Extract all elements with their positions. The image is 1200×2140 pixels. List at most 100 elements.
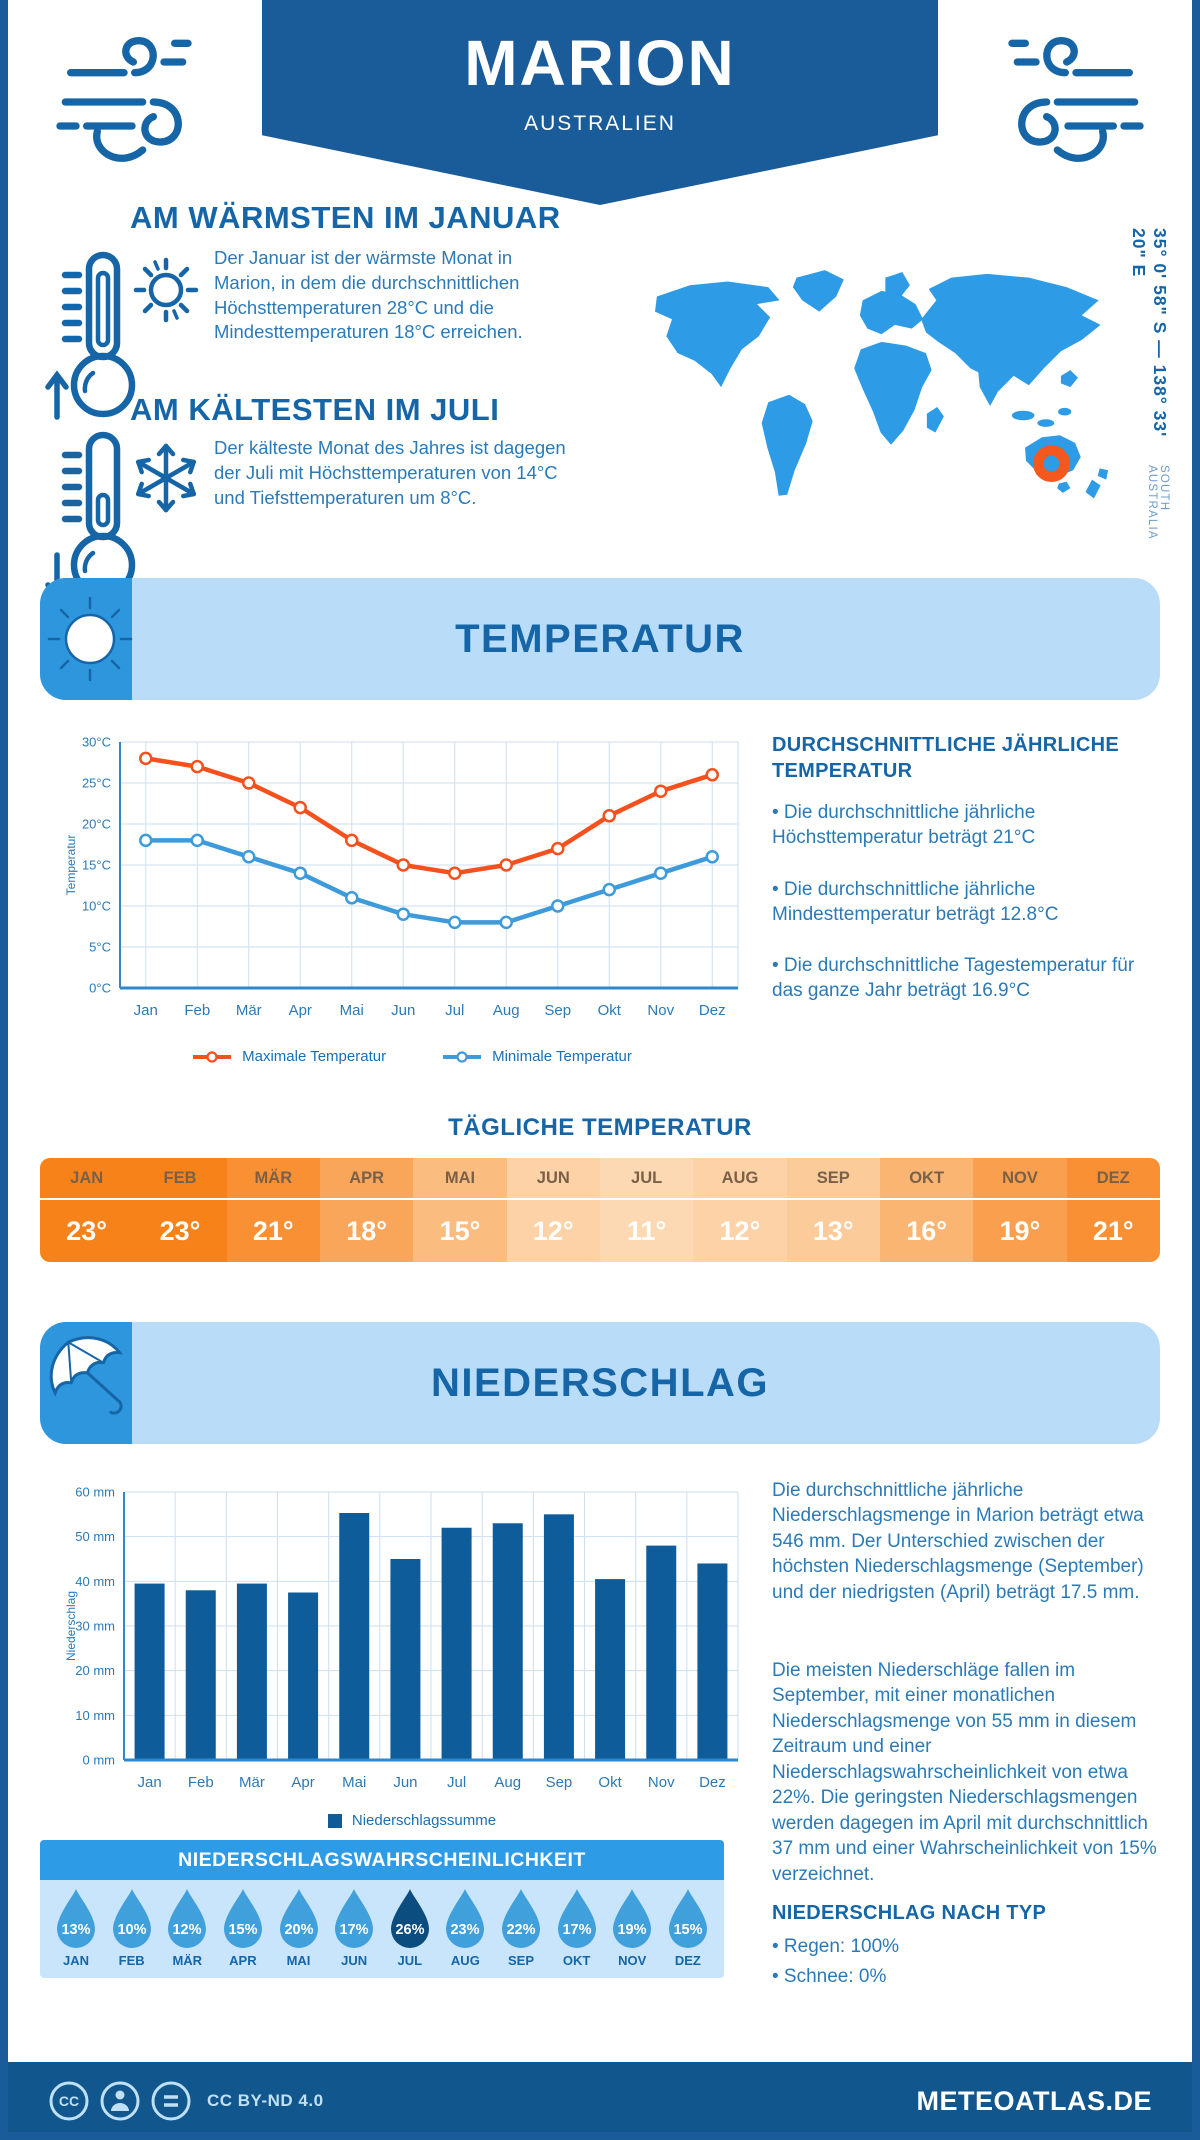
bullet-max-temp: • Die durchschnittliche jährliche Höchst… (772, 802, 1036, 849)
wind-icon (52, 22, 212, 187)
precipitation-paragraph-1: Die durchschnittliche jährliche Niedersc… (772, 1480, 1144, 1603)
month-column: MAI 15° (413, 1158, 507, 1262)
svg-text:Aug: Aug (494, 1774, 521, 1791)
month-temperature-value: 12° (719, 1215, 761, 1246)
coordinates-text: 35° 0' 58" S — 138° 33' 20" E (1129, 228, 1170, 438)
precipitation-chart-legend: Niederschlagssumme (62, 1812, 762, 1829)
svg-text:20%: 20% (284, 1922, 313, 1938)
month-label: OKT (879, 1158, 974, 1200)
license-text: CC BY-ND 4.0 (207, 2091, 324, 2110)
svg-text:15%: 15% (673, 1922, 702, 1938)
droplet-icon: 20% (279, 1889, 318, 1948)
legend-item: Niederschlagssumme (327, 1812, 496, 1829)
droplet-icon: 13% (57, 1889, 95, 1948)
month-temperature-value: 13° (812, 1215, 854, 1246)
warmest-text: Der Januar ist der wärmste Monat in Mari… (214, 247, 523, 343)
svg-text:15%: 15% (228, 1922, 257, 1938)
month-column: JAN 23° (40, 1158, 134, 1262)
svg-text:Jun: Jun (391, 1002, 415, 1019)
svg-text:10 mm: 10 mm (75, 1708, 115, 1723)
probability-droplet: 19% NOV (606, 1888, 658, 1968)
svg-text:Okt: Okt (598, 1002, 622, 1019)
svg-text:10°C: 10°C (82, 899, 111, 914)
bullet-day-temp: • Die durchschnittliche Tagestemperatur … (772, 955, 1135, 1002)
droplet-icon: 19% (613, 1889, 652, 1948)
site-name: METEOATLAS.DE (916, 2085, 1152, 2116)
svg-text:Nov: Nov (648, 1774, 675, 1791)
svg-text:60 mm: 60 mm (75, 1485, 115, 1500)
month-temperature-value: 19° (999, 1215, 1041, 1246)
month-column: APR 18° (319, 1158, 414, 1262)
precipitation-section-banner: NIEDERSCHLAG (40, 1322, 1160, 1444)
month-column: DEZ 21° (1066, 1158, 1160, 1262)
svg-text:0°C: 0°C (89, 981, 111, 996)
region-text: SOUTH AUSTRALIA (1146, 464, 1170, 540)
svg-text:Jul: Jul (447, 1774, 466, 1791)
droplet-icon: 22% (502, 1889, 540, 1948)
svg-text:30°C: 30°C (82, 735, 111, 750)
page-border-bottom (0, 2132, 1200, 2140)
svg-text:Okt: Okt (598, 1774, 622, 1791)
droplet-icon: 26% (390, 1889, 429, 1948)
warmest-title: AM WÄRMSTEN IM JANUAR (130, 200, 561, 235)
probability-droplet: 20% MAI (273, 1888, 325, 1968)
month-label: JUN (506, 1158, 600, 1200)
thermometer-warm-icon (45, 245, 150, 430)
daily-temperature-heading: TÄGLICHE TEMPERATUR (448, 1114, 752, 1141)
temperature-section-banner: TEMPERATUR (40, 578, 1160, 700)
month-label: JUL (599, 1158, 694, 1200)
svg-text:CC: CC (59, 2093, 79, 2109)
sun-icon (128, 250, 204, 331)
svg-text:17%: 17% (340, 1922, 369, 1938)
city-title: MARION (464, 27, 736, 99)
title-banner: MARION AUSTRALIEN (262, 0, 938, 205)
svg-text:Sep: Sep (544, 1002, 571, 1019)
svg-text:Apr: Apr (289, 1002, 312, 1019)
license-block: CC CC BY-ND 4.0 (48, 2080, 324, 2122)
snowflake-icon (126, 438, 206, 523)
svg-text:Dez: Dez (699, 1002, 726, 1019)
probability-droplet: 13% JAN (50, 1888, 102, 1968)
svg-text:Aug: Aug (493, 1002, 520, 1019)
month-label: JAN (40, 1158, 134, 1200)
svg-text:40 mm: 40 mm (75, 1574, 115, 1589)
month-temperature-value: 21° (252, 1215, 294, 1246)
svg-text:5°C: 5°C (89, 940, 111, 955)
svg-text:19%: 19% (618, 1922, 647, 1938)
rain-type-item: • Regen: 100% (772, 1936, 900, 1957)
probability-droplet: 23% AUG (439, 1888, 491, 1968)
svg-text:Nov: Nov (647, 1002, 674, 1019)
month-column: FEB 23° (133, 1158, 227, 1262)
svg-text:Temperatur: Temperatur (64, 835, 78, 896)
footer: CC CC BY-ND 4.0 METEOATLAS.DE (0, 2062, 1200, 2140)
month-column: SEP 13° (786, 1158, 880, 1262)
coldest-text: Der kälteste Monat des Jahres ist dagege… (214, 437, 566, 508)
svg-text:Mai: Mai (342, 1774, 366, 1791)
month-temperature-value: 23° (159, 1215, 201, 1246)
month-column: JUN 12° (506, 1158, 600, 1262)
probability-panel-title: NIEDERSCHLAGSWAHRSCHEINLICHKEIT (40, 1840, 724, 1880)
probability-droplet: 12% MÄR (161, 1888, 213, 1968)
country-subtitle: AUSTRALIEN (524, 112, 676, 135)
svg-text:Mai: Mai (340, 1002, 364, 1019)
month-temperature-value: 15° (439, 1215, 481, 1246)
location-marker (1033, 445, 1070, 483)
page-border-right (1192, 0, 1200, 2140)
legend-item: Maximale Temperatur (192, 1048, 386, 1065)
cc-nd-equals-icon (151, 2081, 191, 2121)
probability-droplet: 22% SEP (495, 1888, 547, 1968)
droplet-icon: 10% (112, 1889, 151, 1948)
umbrella-icon (49, 1336, 124, 1415)
probability-droplet: 15% APR (217, 1888, 269, 1968)
svg-text:Feb: Feb (184, 1002, 210, 1019)
svg-text:Mär: Mär (239, 1774, 265, 1791)
month-label: NOV (973, 1158, 1067, 1200)
svg-text:10%: 10% (117, 1922, 146, 1938)
droplet-icon: 12% (168, 1889, 207, 1948)
svg-text:17%: 17% (562, 1922, 591, 1938)
svg-text:Niederschlag: Niederschlag (64, 1591, 78, 1661)
droplet-icon: 23% (446, 1889, 485, 1948)
coldest-title: AM KÄLTESTEN IM JULI (130, 392, 500, 427)
location-coordinates: 35° 0' 58" S — 138° 33' 20" E SOUTH AUST… (1128, 228, 1170, 573)
month-temperature-value: 12° (532, 1215, 574, 1246)
